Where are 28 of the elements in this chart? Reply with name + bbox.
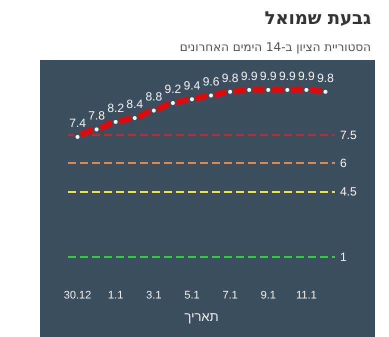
chart-title: גבעת שמואל [264, 8, 371, 29]
data-label: 9.4 [184, 78, 201, 92]
data-label: 8.8 [145, 90, 162, 104]
data-label: 9.8 [222, 70, 239, 85]
data-label: 9.2 [164, 82, 182, 96]
data-label: 9.9 [260, 68, 277, 83]
ref-line-label: 7.5 [340, 128, 358, 142]
ref-line-label: 1 [340, 250, 347, 264]
x-tick-label: 3.1 [146, 290, 162, 302]
data-label: 9.9 [278, 68, 296, 83]
data-label: 9.9 [298, 68, 316, 83]
x-tick-label: 1.1 [108, 290, 124, 302]
ref-line-label: 4.5 [340, 184, 358, 198]
x-tick-label: 11.1 [296, 290, 317, 302]
data-label: 8.2 [107, 100, 124, 115]
data-label: 7.8 [88, 108, 106, 122]
data-label: 9.8 [317, 70, 334, 85]
x-tick-label: 9.1 [260, 290, 276, 302]
data-label: 8.4 [126, 97, 144, 112]
x-axis-title: תאריך [184, 309, 219, 324]
x-tick-label: 5.1 [184, 290, 200, 302]
data-label: 9.6 [202, 74, 220, 89]
x-tick-label: 30.12 [64, 290, 92, 302]
data-label: 9.9 [240, 68, 258, 83]
chart-subtitle: הסטוריית הציון ב-14 הימים האחרונים [180, 40, 371, 54]
data-label: 7.4 [69, 116, 86, 130]
x-tick-label: 7.1 [222, 290, 238, 302]
ref-line-label: 6 [340, 156, 347, 170]
